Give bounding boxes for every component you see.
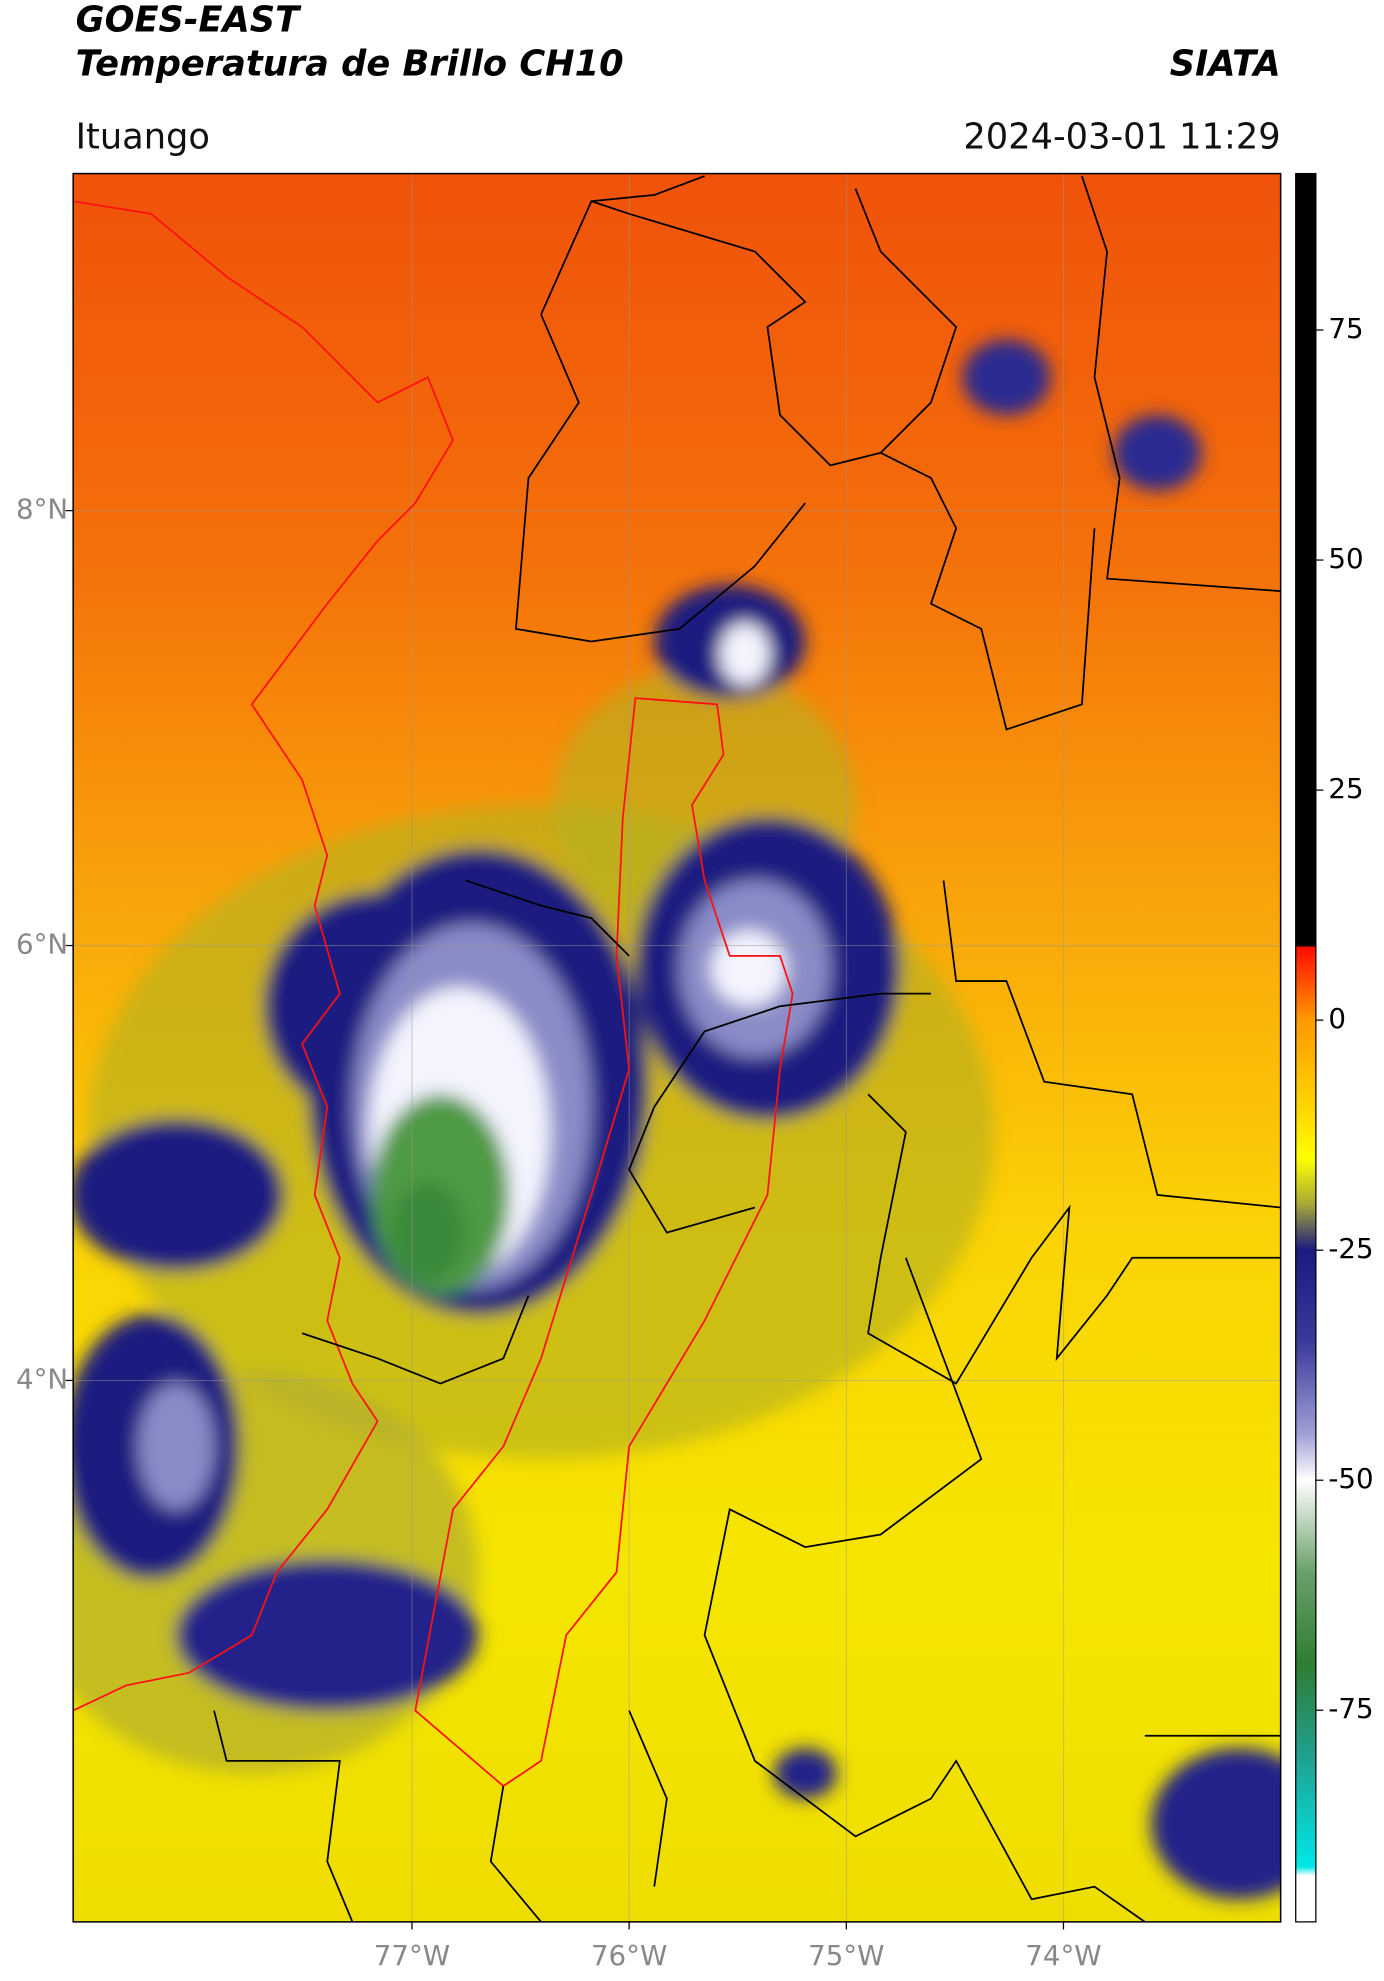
colorbar-tick-label: -50	[1328, 1462, 1373, 1495]
colorbar-tick-label: -25	[1328, 1232, 1373, 1265]
lat-tick-label: 8°N	[16, 493, 68, 526]
timestamp: 2024-03-01 11:29	[963, 116, 1280, 157]
lon-tick-label: 75°W	[808, 1939, 884, 1972]
department-outline	[414, 697, 794, 1788]
colorbar-tick-label: -75	[1328, 1692, 1373, 1725]
title: GOES-EAST	[76, 0, 302, 40]
colorbar	[1295, 172, 1317, 1923]
borders	[213, 175, 1281, 1922]
colorbar-tick-label: 75	[1328, 312, 1363, 345]
colorbar-tick-label: 25	[1328, 772, 1363, 805]
subtitle: Temperatura de Brillo CH10	[76, 43, 624, 84]
coastline	[73, 200, 455, 1712]
map	[73, 173, 1281, 1922]
colorbar-tick-label: 50	[1328, 542, 1363, 575]
source: SIATA	[1170, 43, 1281, 84]
lon-tick-label: 77°W	[374, 1939, 450, 1972]
lon-tick-label: 74°W	[1025, 1939, 1101, 1972]
lat-tick-label: 6°N	[16, 928, 68, 961]
map-frame	[72, 172, 1282, 1923]
lat-tick-label: 4°N	[16, 1362, 68, 1395]
gridlines	[73, 173, 1281, 1922]
location: Ituango	[76, 116, 210, 157]
colorbar-tick-label: 0	[1328, 1002, 1346, 1035]
lon-tick-label: 76°W	[591, 1939, 667, 1972]
